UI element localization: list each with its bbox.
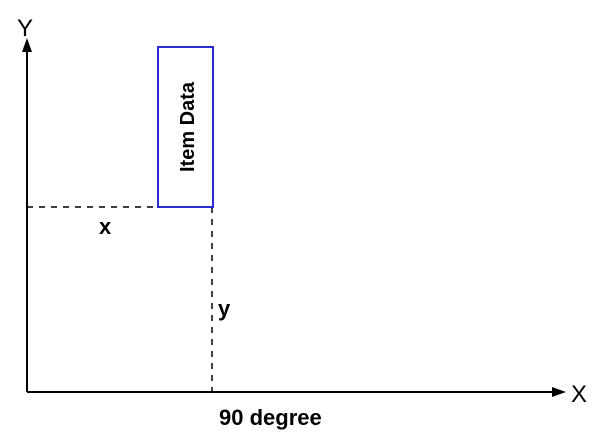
x-offset-label: x [99, 214, 112, 239]
y-axis-arrowhead [22, 38, 32, 52]
y-offset-label: y [218, 296, 231, 321]
x-axis-arrowhead [552, 387, 566, 397]
rotation-caption: 90 degree [219, 405, 322, 430]
item-data-box [157, 46, 214, 208]
y-axis-label: Y [17, 15, 33, 42]
x-axis-label: X [571, 381, 587, 408]
item-data-text: Item Data [177, 81, 199, 172]
